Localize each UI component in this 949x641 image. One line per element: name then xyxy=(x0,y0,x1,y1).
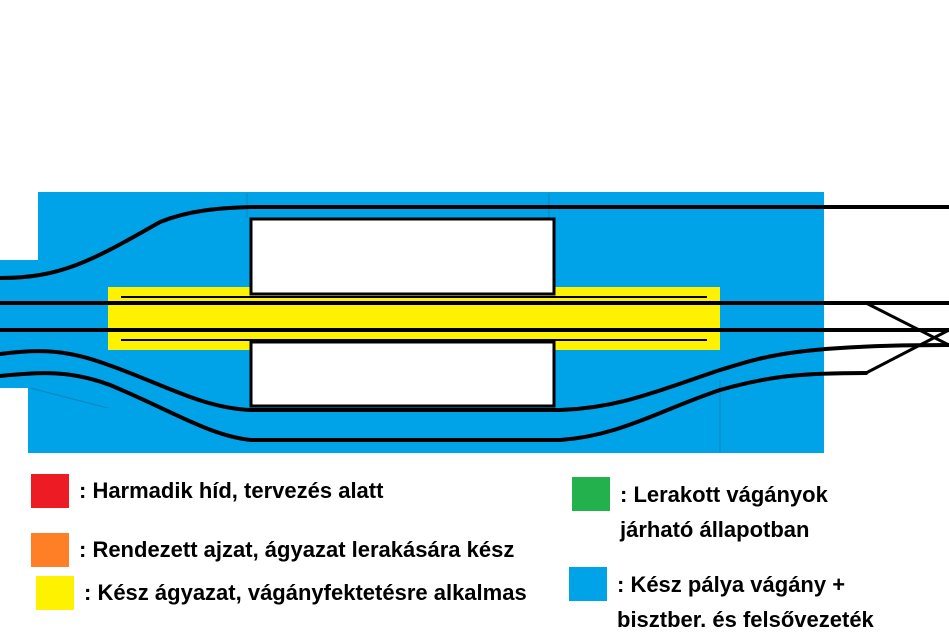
legend-label-blue: : Kész pálya vágány + bisztber. és felső… xyxy=(617,572,874,632)
legend-swatch-orange xyxy=(31,533,69,567)
track-upper-branch xyxy=(0,205,949,280)
bridge-opening-upper xyxy=(249,217,556,296)
legend-item-red: : Harmadik híd, tervezés alatt xyxy=(31,474,383,508)
legend-item-yellow: : Kész ágyazat, vágányfektetésre alkalma… xyxy=(36,576,527,610)
inner-rails xyxy=(121,296,707,341)
legend-label-orange: : Rendezett ajzat, ágyazat lerakására ké… xyxy=(79,537,515,562)
legend-label-yellow: : Kész ágyazat, vágányfektetésre alkalma… xyxy=(84,580,527,605)
track-lower-1 xyxy=(0,343,949,412)
bridge-opening-lower xyxy=(249,340,556,408)
legend-label-red: : Harmadik híd, tervezés alatt xyxy=(79,478,384,503)
legend-label-green: : Lerakott vágányok járható állapotban xyxy=(620,482,828,542)
legend-swatch-yellow xyxy=(36,576,74,610)
legend-item-orange: : Rendezett ajzat, ágyazat lerakására ké… xyxy=(31,533,514,567)
crossover xyxy=(865,301,949,375)
legend-swatch-blue xyxy=(569,567,607,601)
legend-item-blue: : Kész pálya vágány + bisztber. és felső… xyxy=(569,567,874,637)
track-lower-2 xyxy=(0,371,868,442)
track-layout-diagram xyxy=(0,192,949,453)
legend-swatch-red xyxy=(31,474,69,508)
legend-item-green: : Lerakott vágányok járható állapotban xyxy=(572,477,828,547)
legend-swatch-green xyxy=(572,477,610,511)
tracks xyxy=(0,205,949,442)
